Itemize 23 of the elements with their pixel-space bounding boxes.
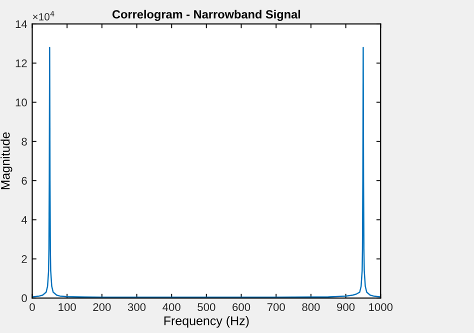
x-tick-label: 500 <box>198 303 216 312</box>
chart-title: Correlogram - Narrowband Signal <box>112 10 300 21</box>
y-tick-label: 10 <box>16 98 27 106</box>
y-tick-label: 2 <box>22 255 27 263</box>
y-tick-label: 0 <box>22 294 27 302</box>
x-tick-label: 300 <box>128 303 146 312</box>
x-tick-label: 600 <box>232 303 250 312</box>
y-tick-label: 14 <box>16 20 28 28</box>
x-tick-label: 400 <box>162 303 180 312</box>
y-tick-label: 12 <box>16 59 27 68</box>
x-tick-label: 200 <box>93 303 111 312</box>
y-tick-label: 4 <box>21 216 28 224</box>
x-axis-title: Frequency (Hz) <box>164 316 249 328</box>
x-tick-label: 100 <box>58 303 76 312</box>
y-tick-label: 6 <box>22 176 27 185</box>
x-tick-label: 800 <box>302 303 320 312</box>
x-tick-label: 0 <box>30 303 35 312</box>
text: ×10$^{4}$ <box>32 11 54 20</box>
x-tick-label: 1000 <box>369 303 393 312</box>
y-tick-label: 8 <box>22 138 27 146</box>
x-tick-label: 900 <box>337 303 355 312</box>
x-tick-label: 700 <box>267 303 285 312</box>
y-axis-title: Magnitude <box>0 132 12 190</box>
